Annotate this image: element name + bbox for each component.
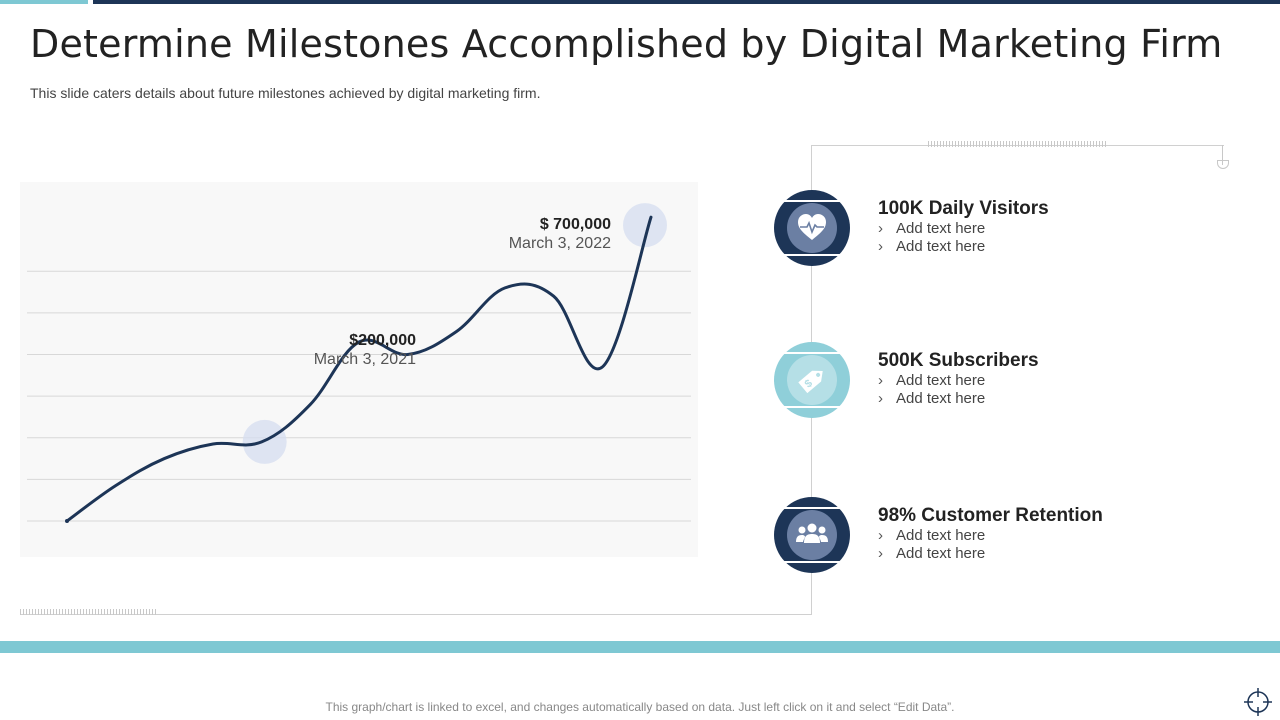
milestone-point: › Add text here	[878, 390, 986, 407]
data-point	[65, 519, 69, 523]
annotation-value: $200,000	[349, 332, 416, 349]
milestone-daily-visitors: 100K Daily Visitors › Add text here › Add …	[774, 190, 1274, 270]
annotation-200000: $200,000 March 3, 2021	[270, 332, 416, 369]
line-chart[interactable]	[0, 0, 720, 640]
milestone-badge: $	[774, 342, 850, 418]
milestone-point: › Add text here	[878, 372, 986, 389]
price-tag-icon: $	[798, 370, 823, 394]
heart-pulse-icon	[798, 214, 826, 240]
page-title: Determine Milestones Accomplished by Dig…	[30, 22, 1223, 66]
milestone-point: › Add text here	[878, 527, 986, 544]
footer-band	[0, 641, 1280, 653]
annotation-700000: $ 700,000 March 3, 2022	[460, 216, 611, 253]
annotation-value: $ 700,000	[539, 216, 611, 233]
milestone-highlight-marker[interactable]	[623, 203, 667, 248]
milestone-badge	[774, 497, 850, 573]
chart-area[interactable]	[20, 182, 698, 557]
top-accent-bar-dark	[93, 0, 1280, 4]
milestone-title: 100K Daily Visitors	[878, 198, 1049, 219]
crosshair-icon	[1244, 688, 1272, 716]
milestone-badge	[774, 190, 850, 266]
milestone-customer-retention: 98% Customer Retention › Add text here › A…	[774, 497, 1274, 577]
milestone-title: 98% Customer Retention	[878, 505, 1103, 526]
series-line[interactable]	[65, 215, 653, 523]
annotation-date: March 3, 2022	[508, 235, 611, 252]
people-group-icon	[796, 523, 828, 543]
bottom-rule	[20, 614, 812, 615]
decorative-hatch-left	[20, 609, 158, 615]
decorative-hatch-top	[928, 141, 1106, 147]
annotation-date: March 3, 2021	[313, 351, 416, 368]
decorative-drop-line	[1222, 145, 1223, 165]
milestone-point: › Add text here	[878, 238, 986, 255]
milestone-point: › Add text here	[878, 545, 986, 562]
footnote: This graph/chart is linked to excel, and…	[325, 700, 955, 714]
decorative-drop-cap	[1217, 160, 1229, 169]
milestone-title: 500K Subscribers	[878, 350, 1039, 371]
milestone-subscribers: $ 500K Subscribers › Add text here › Add t…	[774, 342, 1274, 422]
milestone-point: › Add text here	[878, 220, 986, 237]
page-subtitle: This slide caters details about future m…	[30, 85, 541, 101]
top-accent-bar-light	[0, 0, 88, 4]
